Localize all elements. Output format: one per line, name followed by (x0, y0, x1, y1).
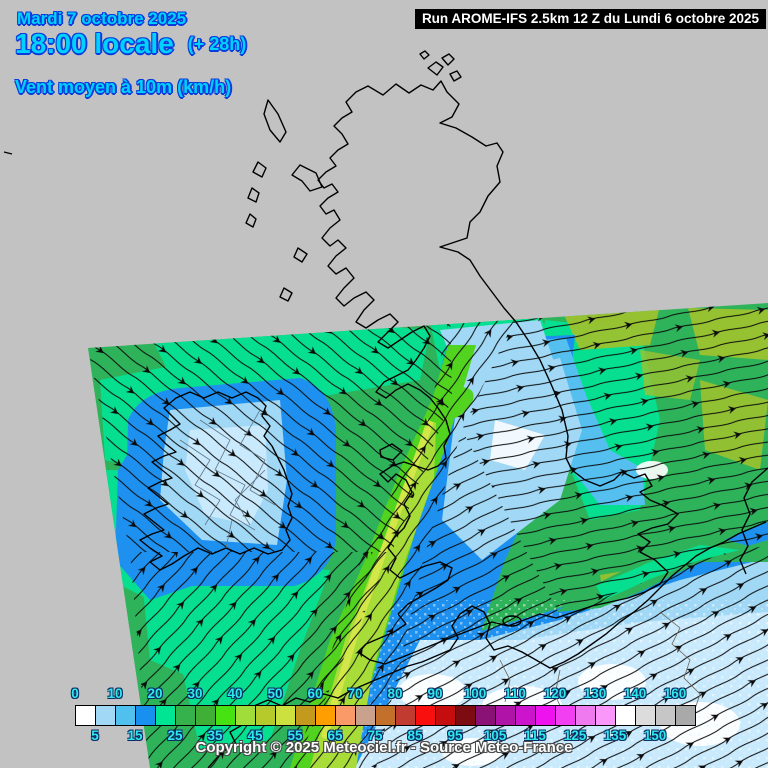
legend-color-box (256, 706, 276, 725)
legend-color-box (396, 706, 416, 725)
legend-tick-label: 80 (387, 686, 403, 701)
legend-tick-label: 100 (463, 686, 487, 701)
legend-tick-label: 120 (543, 686, 567, 701)
coast-isle-of-wight (502, 615, 522, 627)
coast-ireland (139, 391, 293, 571)
local-time: 18:00 locale (15, 28, 174, 59)
coast-hebrides (263, 99, 287, 143)
legend-tick-label: 105 (483, 728, 507, 743)
legend-color-box (116, 706, 136, 725)
legend-color-box (296, 706, 316, 725)
legend-color-box (516, 706, 536, 725)
legend-tick-label: 10 (107, 686, 123, 701)
legend-tick-label: 15 (127, 728, 143, 743)
legend-color-box (576, 706, 596, 725)
legend-tick-label: 70 (347, 686, 363, 701)
legend-color-box (476, 706, 496, 725)
legend-color-box (536, 706, 556, 725)
legend-color-box (656, 706, 676, 725)
legend-tick-label: 115 (524, 728, 546, 743)
forecast-offset: (+ 28h) (187, 34, 247, 54)
parameter-line: Vent moyen à 10m (km/h) (15, 77, 232, 97)
legend-color-box (336, 706, 356, 725)
legend-tick-label: 125 (563, 728, 587, 743)
legend-color-box (76, 706, 96, 725)
legend-color-box (676, 706, 695, 725)
legend-color-box (236, 706, 256, 725)
legend-tick-label: 20 (147, 686, 163, 701)
legend-color-box (96, 706, 116, 725)
legend-color-box (136, 706, 156, 725)
coast-isle-of-man (379, 443, 403, 461)
legend-color-box (316, 706, 336, 725)
legend-tick-label: 5 (91, 728, 99, 743)
coast-great-britain (317, 80, 679, 665)
legend-tick-label: 75 (367, 728, 383, 743)
legend-color-box (436, 706, 456, 725)
legend-tick-label: 130 (583, 686, 607, 701)
legend-color-box (156, 706, 176, 725)
legend-color-box (596, 706, 616, 725)
legend-tick-label: 85 (407, 728, 423, 743)
legend-tick-label: 50 (267, 686, 283, 701)
legend-tick-label: 140 (623, 686, 647, 701)
coast-orkney (419, 50, 462, 82)
legend-color-box (496, 706, 516, 725)
run-banner: Run AROME-IFS 2.5km 12 Z du Lundi 6 octo… (414, 9, 766, 29)
legend-tick-label: 150 (643, 728, 667, 743)
coast-netherlands (739, 467, 768, 575)
legend-color-box (176, 706, 196, 725)
date-line: Mardi 7 octobre 2025 (17, 9, 187, 28)
legend-color-box (276, 706, 296, 725)
legend-tick-label: 30 (187, 686, 203, 701)
legend-tick-label: 35 (207, 728, 223, 743)
legend-color-box (616, 706, 636, 725)
legend-color-box (216, 706, 236, 725)
legend-tick-label: 40 (227, 686, 243, 701)
legend-tick-label: 60 (307, 686, 323, 701)
copyright-line: Copyright © 2025 Meteociel.fr - Source M… (195, 739, 573, 756)
legend-tick-label: 110 (504, 686, 526, 701)
legend-tick-label: 95 (447, 728, 463, 743)
legend-color-box (196, 706, 216, 725)
legend-color-box (416, 706, 436, 725)
time-line: 18:00 locale (+ 28h) (15, 28, 246, 60)
legend-color-box (456, 706, 476, 725)
legend-color-box (636, 706, 656, 725)
legend-tick-label: 135 (603, 728, 627, 743)
legend-tick-label: 65 (327, 728, 343, 743)
legend-tick-label: 160 (663, 686, 687, 701)
legend-color-box (376, 706, 396, 725)
legend-color-bar[interactable] (75, 705, 696, 726)
legend-tick-label: 25 (167, 728, 183, 743)
legend-tick-label: 0 (71, 686, 79, 701)
coast-skye (291, 164, 323, 192)
legend-tick-label: 45 (247, 728, 263, 743)
legend-tick-label: 55 (287, 728, 303, 743)
legend-color-box (556, 706, 576, 725)
legend-tick-label: 90 (427, 686, 443, 701)
legend-color-box (356, 706, 376, 725)
